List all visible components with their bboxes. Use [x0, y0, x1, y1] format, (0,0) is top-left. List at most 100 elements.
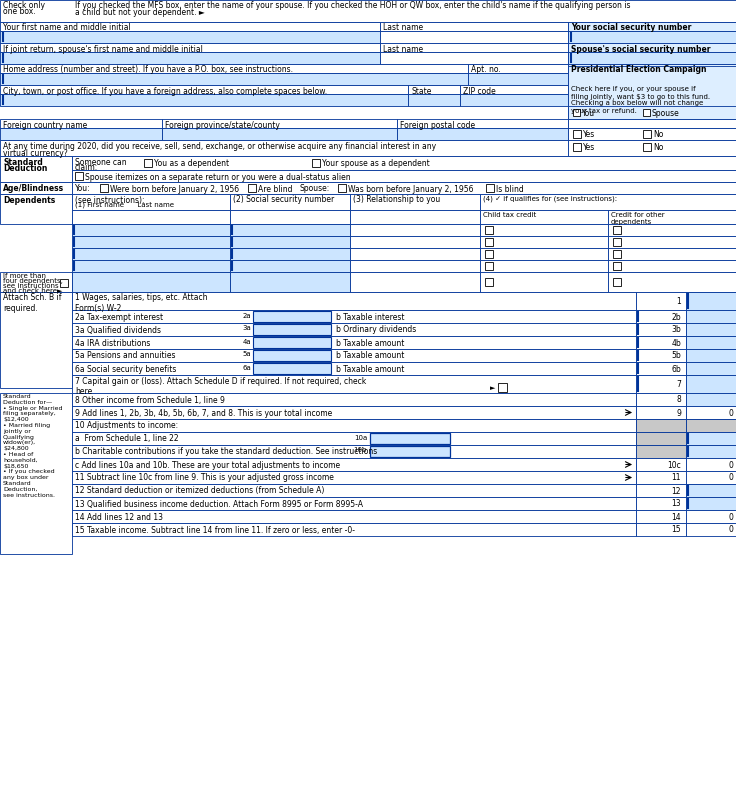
Bar: [643, 143, 651, 151]
Bar: [686, 419, 736, 432]
Bar: [380, 31, 568, 43]
Bar: [72, 310, 636, 323]
Text: 4a: 4a: [242, 338, 251, 345]
Text: You:: You:: [75, 184, 91, 193]
Text: 6a Social security benefits: 6a Social security benefits: [75, 364, 177, 374]
Text: c Add lines 10a and 10b. These are your total adjustments to income: c Add lines 10a and 10b. These are your …: [75, 461, 340, 469]
Bar: [613, 262, 621, 270]
Bar: [0, 85, 408, 94]
Bar: [636, 406, 686, 419]
Bar: [72, 510, 636, 523]
Bar: [350, 248, 480, 260]
Text: 5a Pensions and annuities: 5a Pensions and annuities: [75, 352, 175, 360]
Text: Age/Blindness: Age/Blindness: [3, 184, 64, 193]
Bar: [686, 336, 736, 349]
Bar: [60, 279, 68, 287]
Bar: [397, 128, 568, 140]
Bar: [350, 272, 480, 292]
Bar: [72, 419, 636, 432]
Bar: [498, 383, 507, 392]
Bar: [686, 471, 736, 484]
Bar: [568, 66, 736, 128]
Bar: [0, 22, 380, 31]
Bar: [468, 73, 568, 85]
Bar: [485, 238, 493, 246]
Bar: [568, 43, 736, 52]
Bar: [72, 432, 636, 445]
Bar: [568, 119, 736, 128]
Bar: [253, 363, 331, 374]
Text: 13 Qualified business income deduction. Attach Form 8995 or Form 8995-A: 13 Qualified business income deduction. …: [75, 499, 363, 509]
Bar: [72, 336, 636, 349]
Text: 3a Qualified dividends: 3a Qualified dividends: [75, 326, 161, 334]
Bar: [0, 43, 380, 52]
Bar: [643, 130, 651, 138]
Bar: [608, 236, 736, 248]
Bar: [686, 362, 736, 375]
Bar: [686, 484, 736, 497]
Bar: [72, 248, 230, 260]
Text: 2a: 2a: [242, 312, 251, 319]
Text: and check here►: and check here►: [3, 288, 63, 294]
Text: 9 Add lines 1, 2b, 3b, 4b, 5b, 6b, 7, and 8. This is your total income: 9 Add lines 1, 2b, 3b, 4b, 5b, 6b, 7, an…: [75, 408, 332, 418]
Bar: [468, 64, 568, 73]
Text: Is blind: Is blind: [496, 184, 524, 193]
Text: 8: 8: [676, 396, 681, 404]
Text: b Taxable amount: b Taxable amount: [336, 338, 404, 348]
Text: 0: 0: [728, 513, 733, 521]
Text: 5a: 5a: [242, 352, 251, 357]
Text: Check only: Check only: [3, 2, 45, 10]
Bar: [686, 523, 736, 536]
Bar: [144, 159, 152, 167]
Text: (4) ✓ if qualifies for (see instructions):: (4) ✓ if qualifies for (see instructions…: [483, 195, 617, 202]
Bar: [72, 272, 230, 292]
Bar: [636, 445, 686, 458]
Text: Are blind: Are blind: [258, 184, 292, 193]
Bar: [380, 22, 568, 31]
Bar: [0, 31, 380, 43]
Bar: [75, 172, 83, 180]
Text: Foreign postal code: Foreign postal code: [400, 121, 475, 130]
Text: (3) Relationship to you: (3) Relationship to you: [353, 195, 440, 205]
Text: (1) First name      Last name: (1) First name Last name: [75, 202, 174, 209]
Text: 0: 0: [728, 525, 733, 535]
Bar: [485, 226, 493, 234]
Bar: [686, 292, 736, 310]
Text: Spouse's social security number: Spouse's social security number: [571, 45, 710, 53]
Text: b Ordinary dividends: b Ordinary dividends: [336, 326, 417, 334]
Bar: [0, 73, 468, 85]
Bar: [608, 224, 736, 236]
Bar: [636, 362, 686, 375]
Bar: [0, 292, 72, 388]
Bar: [0, 156, 72, 182]
Bar: [72, 236, 230, 248]
Bar: [686, 458, 736, 471]
Text: 14 Add lines 12 and 13: 14 Add lines 12 and 13: [75, 513, 163, 521]
Text: Your spouse as a dependent: Your spouse as a dependent: [322, 159, 430, 168]
Text: Home address (number and street). If you have a P.O. box, see instructions.: Home address (number and street). If you…: [3, 65, 293, 75]
Text: 10b: 10b: [353, 447, 367, 454]
Text: Was born before January 2, 1956: Was born before January 2, 1956: [348, 184, 473, 193]
Text: 15: 15: [671, 525, 681, 535]
Bar: [72, 375, 636, 393]
Bar: [0, 182, 72, 194]
Text: 10 Adjustments to income:: 10 Adjustments to income:: [75, 422, 178, 430]
Bar: [613, 226, 621, 234]
Bar: [568, 140, 736, 156]
Text: a  From Schedule 1, line 22: a From Schedule 1, line 22: [75, 435, 179, 444]
Bar: [0, 393, 72, 554]
Text: 0: 0: [728, 461, 733, 469]
Bar: [162, 128, 397, 140]
Bar: [485, 262, 493, 270]
Text: 5b: 5b: [671, 352, 681, 360]
Bar: [460, 85, 568, 94]
Bar: [72, 349, 636, 362]
Bar: [460, 94, 568, 106]
Bar: [350, 236, 480, 248]
Bar: [636, 458, 686, 471]
Text: 6b: 6b: [671, 364, 681, 374]
Bar: [568, 64, 736, 73]
Bar: [686, 393, 736, 406]
Bar: [686, 323, 736, 336]
Bar: [230, 248, 350, 260]
